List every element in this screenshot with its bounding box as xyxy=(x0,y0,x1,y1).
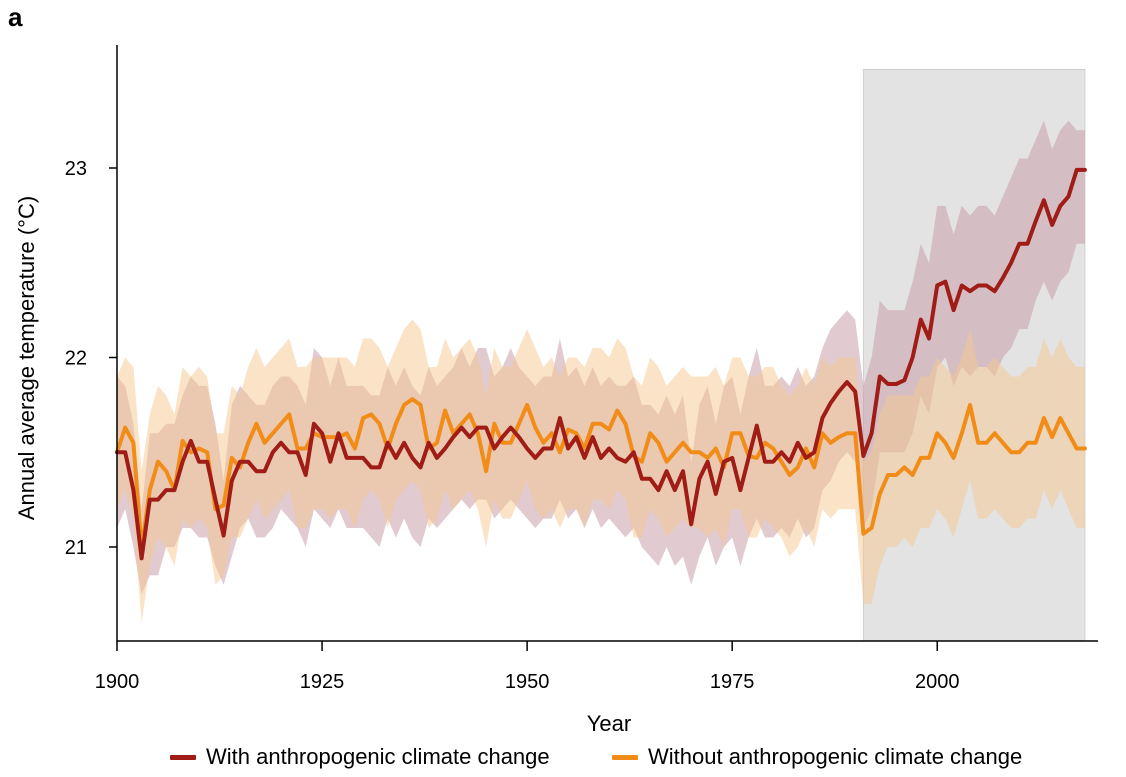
line-series-1 xyxy=(115,397,1087,551)
x-tick-label: 1925 xyxy=(300,671,345,693)
y-tick-label: 21 xyxy=(65,537,87,559)
x-tick-label: 2000 xyxy=(915,671,960,693)
panel-label: a xyxy=(8,2,23,32)
legend-label-without: Without anthropogenic climate change xyxy=(648,744,1023,769)
x-tick-label: 1900 xyxy=(95,671,140,693)
band-series-1 xyxy=(117,319,1085,623)
legend-label-with: With anthropogenic climate change xyxy=(206,744,550,769)
legend-item-with: With anthropogenic climate change xyxy=(170,740,550,774)
legend-item-without: Without anthropogenic climate change xyxy=(612,740,1022,774)
legend-swatch-with xyxy=(170,754,196,760)
series-lines-layer xyxy=(115,167,1087,561)
y-tick-label: 23 xyxy=(65,158,87,180)
legend-swatch-without xyxy=(612,754,638,760)
chart-area: 1900 1925 1950 1975 2000 21 22 23 Year Annual a… xyxy=(14,45,1098,736)
line-series-0 xyxy=(115,167,1087,561)
y-axis-title: Annual average temperature (°C) xyxy=(14,196,39,520)
y-tick-label: 22 xyxy=(65,348,87,370)
x-tick-label: 1975 xyxy=(710,671,755,693)
uncertainty-bands-layer xyxy=(117,120,1085,623)
x-axis-title: Year xyxy=(587,711,631,736)
x-tick-label: 1950 xyxy=(505,671,550,693)
axes-layer: 1900 1925 1950 1975 2000 21 22 23 xyxy=(65,45,1098,693)
legend: With anthropogenic climate change Withou… xyxy=(0,740,1126,774)
